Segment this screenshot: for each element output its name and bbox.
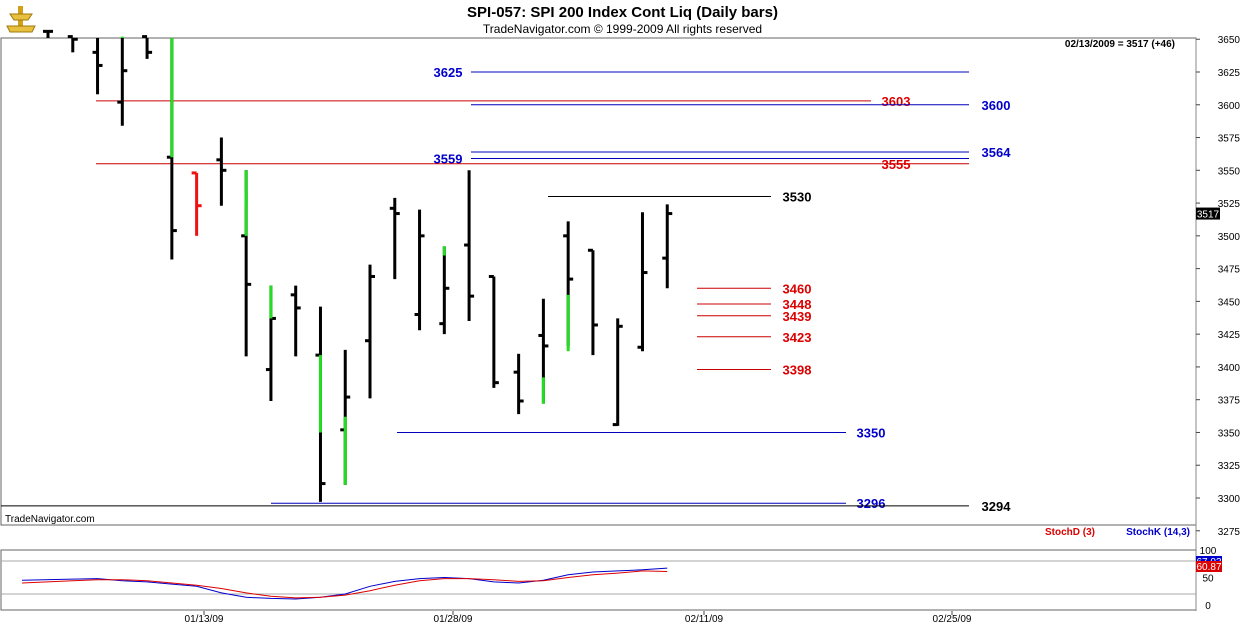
last-price-value: 3517 [1197, 210, 1220, 221]
level-label-3600: 3600 [982, 98, 1011, 113]
stochk-line [21, 567, 668, 600]
y-tick-label: 3350 [1218, 428, 1241, 439]
y-tick-label: 3525 [1218, 199, 1241, 210]
x-tick-label: 02/11/09 [685, 614, 724, 625]
stoch-tick-label: 0 [1205, 601, 1211, 612]
level-label-3460: 3460 [783, 281, 812, 296]
chart-title: SPI-057: SPI 200 Index Cont Liq (Daily b… [467, 4, 778, 21]
level-label-3603: 3603 [882, 94, 911, 109]
level-label-3294: 3294 [982, 499, 1012, 514]
level-label-3296: 3296 [857, 496, 886, 511]
x-tick-label: 02/25/09 [933, 614, 972, 625]
last-price-badge [1196, 207, 1220, 220]
y-tick-label: 3650 [1218, 35, 1241, 46]
level-label-3398: 3398 [783, 363, 812, 378]
stochd-value: 60.87 [1196, 562, 1221, 573]
y-tick-label: 3275 [1218, 527, 1241, 538]
level-label-3564: 3564 [982, 145, 1012, 160]
level-label-3350: 3350 [857, 425, 886, 440]
level-label-3448: 3448 [783, 297, 812, 312]
price-panel [0, 37, 1197, 526]
indicator-panel [0, 549, 1197, 611]
x-tick-label: 01/13/09 [185, 614, 224, 625]
level-label-3530: 3530 [783, 190, 812, 205]
watermark-text: TradeNavigator.com [5, 514, 95, 525]
stochd-line [21, 570, 668, 599]
y-tick-label: 3300 [1218, 494, 1241, 505]
y-tick-label: 3550 [1218, 166, 1241, 177]
y-tick-label: 3575 [1218, 134, 1241, 145]
stochd-legend: StochD (3) [1045, 527, 1095, 538]
level-label-3555: 3555 [882, 157, 911, 172]
y-tick-label: 3600 [1218, 101, 1241, 112]
stochk-legend: StochK (14,3) [1126, 527, 1190, 538]
y-tick-label: 3450 [1218, 297, 1241, 308]
y-tick-label: 3325 [1218, 461, 1241, 472]
stoch-tick-label: 50 [1202, 574, 1214, 585]
level-label-3625: 3625 [434, 65, 463, 80]
y-tick-label: 3375 [1218, 396, 1241, 407]
level-label-3439: 3439 [783, 309, 812, 324]
chart-subtitle: TradeNavigator.com © 1999-2009 All right… [482, 22, 763, 36]
x-tick-label: 01/28/09 [434, 614, 473, 625]
date-readout: 02/13/2009 = 3517 (+46) [1065, 39, 1175, 50]
level-label-3559: 3559 [434, 152, 463, 167]
stochd-value-badge [1196, 561, 1222, 572]
tradenavigator-logo-icon [6, 6, 36, 33]
y-tick-label: 3500 [1218, 232, 1241, 243]
y-tick-label: 3425 [1218, 330, 1241, 341]
y-tick-label: 3625 [1218, 68, 1241, 79]
y-tick-label: 3475 [1218, 265, 1241, 276]
level-label-3423: 3423 [783, 330, 812, 345]
y-tick-label: 3400 [1218, 363, 1241, 374]
stoch-tick-label: 100 [1200, 546, 1217, 557]
